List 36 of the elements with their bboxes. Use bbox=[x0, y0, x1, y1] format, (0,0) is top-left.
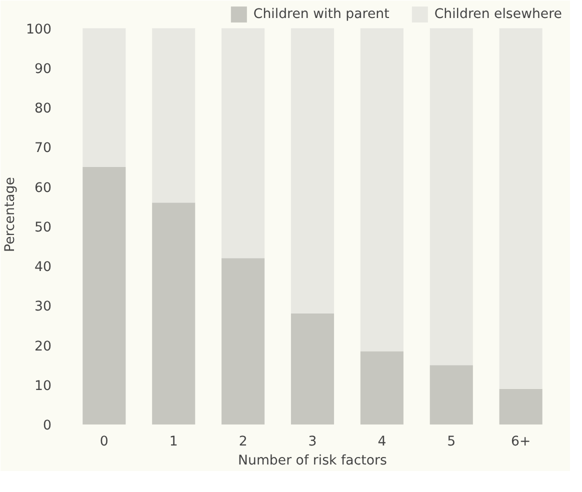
y-axis-title: Percentage bbox=[3, 177, 18, 252]
y-tick-label: 80 bbox=[34, 102, 52, 117]
x-tick-label: 1 bbox=[169, 434, 178, 450]
x-tick-label: 6+ bbox=[511, 434, 531, 450]
y-tick-label: 90 bbox=[34, 62, 52, 77]
y-tick-label: 10 bbox=[34, 378, 52, 394]
x-tick-label: 3 bbox=[308, 434, 317, 450]
legend-label: Children with parent bbox=[253, 6, 390, 22]
y-tick-label: 30 bbox=[34, 300, 52, 315]
bar bbox=[430, 28, 473, 366]
bar bbox=[222, 258, 265, 424]
y-tick-label: 0 bbox=[43, 418, 52, 434]
x-axis-title: Number of risk factors bbox=[238, 454, 388, 468]
x-tick-label: 5 bbox=[447, 434, 456, 450]
bar bbox=[152, 28, 196, 203]
y-tick-label: 100 bbox=[26, 22, 52, 38]
x-tick-label: 0 bbox=[100, 434, 108, 450]
bar bbox=[430, 365, 473, 424]
bar bbox=[360, 28, 404, 352]
x-tick-label: 4 bbox=[378, 434, 386, 450]
bar bbox=[82, 166, 126, 424]
bar bbox=[360, 351, 404, 424]
y-tick-label: 50 bbox=[34, 220, 52, 236]
bar bbox=[499, 388, 542, 424]
y-tick-label: 60 bbox=[34, 180, 52, 196]
legend-label: Children elsewhere bbox=[434, 6, 562, 22]
bar bbox=[82, 28, 126, 167]
bar bbox=[499, 28, 542, 389]
bar bbox=[290, 28, 334, 314]
bar bbox=[290, 314, 334, 424]
bar bbox=[152, 202, 196, 424]
x-tick-label: 2 bbox=[238, 434, 248, 450]
y-tick-label: 20 bbox=[34, 339, 52, 354]
y-tick-label: 40 bbox=[34, 260, 52, 276]
y-tick-label: 70 bbox=[34, 141, 52, 156]
bar bbox=[222, 28, 265, 258]
